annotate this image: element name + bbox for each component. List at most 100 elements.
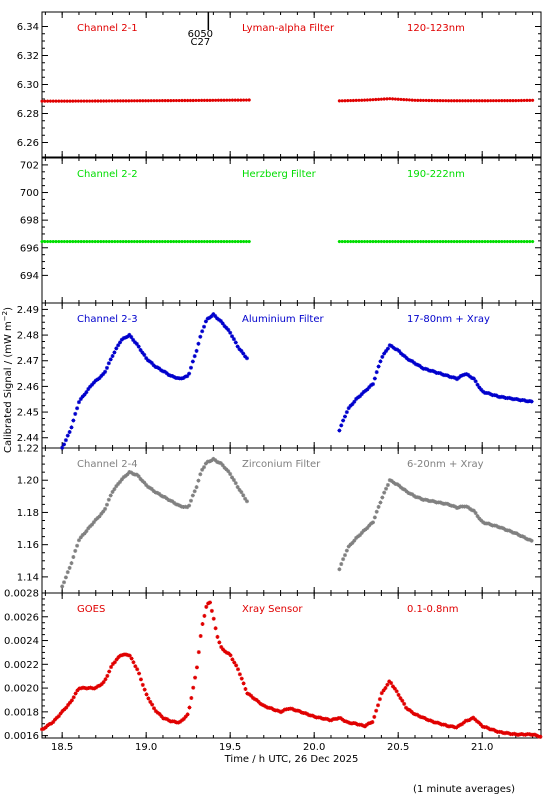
data-point xyxy=(96,239,100,244)
data-point xyxy=(497,99,501,103)
data-point xyxy=(144,356,149,361)
data-point xyxy=(58,711,63,716)
data-point xyxy=(197,239,201,244)
data-point xyxy=(116,99,120,103)
data-point xyxy=(449,99,453,103)
data-point xyxy=(69,698,74,703)
data-point xyxy=(46,99,50,103)
data-point xyxy=(211,616,216,621)
data-point xyxy=(343,239,347,244)
data-point xyxy=(391,345,396,350)
data-point xyxy=(444,99,448,103)
data-point xyxy=(106,361,111,366)
y-tick-label: 2.49 xyxy=(17,305,39,316)
data-point xyxy=(66,702,71,707)
data-point xyxy=(371,239,375,244)
data-point xyxy=(110,99,114,103)
data-point xyxy=(153,709,158,714)
data-point xyxy=(88,524,93,529)
data-point xyxy=(280,709,285,714)
data-point xyxy=(514,396,519,401)
x-tick-label: 19.0 xyxy=(135,742,157,753)
data-point xyxy=(71,99,75,103)
data-point xyxy=(382,490,387,495)
y-tick-label: 2.47 xyxy=(17,356,39,367)
data-point xyxy=(409,709,414,714)
data-point xyxy=(258,701,263,706)
data-point xyxy=(186,98,190,103)
data-point xyxy=(142,480,147,485)
data-point xyxy=(101,680,106,685)
data-point xyxy=(208,239,212,244)
data-point xyxy=(237,347,242,352)
data-point xyxy=(160,99,165,103)
data-point xyxy=(396,97,400,101)
data-point xyxy=(454,725,459,730)
data-point xyxy=(241,351,246,356)
data-point xyxy=(318,715,323,720)
data-point xyxy=(146,696,151,701)
data-point xyxy=(325,717,330,722)
data-point xyxy=(399,97,403,102)
data-point xyxy=(449,239,453,244)
data-point xyxy=(388,97,392,101)
data-point xyxy=(180,718,185,723)
data-point xyxy=(216,98,221,102)
data-point xyxy=(125,334,130,339)
data-point xyxy=(339,423,344,428)
data-point xyxy=(404,356,409,361)
data-point xyxy=(481,520,486,525)
data-point xyxy=(348,98,353,103)
data-point xyxy=(85,99,89,103)
data-point xyxy=(192,354,197,359)
data-point xyxy=(393,97,397,101)
data-point xyxy=(244,239,249,244)
data-point xyxy=(391,480,396,485)
data-point xyxy=(393,239,397,244)
data-point xyxy=(177,503,182,508)
data-point xyxy=(123,473,128,478)
data-point xyxy=(99,682,104,687)
data-point xyxy=(305,711,310,716)
data-point xyxy=(469,239,473,244)
data-point xyxy=(468,374,473,379)
data-point xyxy=(357,394,362,399)
data-point xyxy=(172,375,177,380)
data-point xyxy=(432,369,437,374)
data-point xyxy=(218,461,223,466)
data-point xyxy=(218,318,223,323)
x-tick-label: 20.5 xyxy=(387,742,409,753)
y-tick-label: 0.0016 xyxy=(4,731,39,742)
data-point xyxy=(114,484,119,489)
panel-filter-label: Zirconium Filter xyxy=(242,459,321,470)
data-point xyxy=(82,239,86,244)
data-point xyxy=(377,697,382,702)
data-point xyxy=(113,99,117,103)
data-point xyxy=(231,477,236,482)
data-point xyxy=(410,98,414,102)
data-point xyxy=(176,720,181,725)
data-point xyxy=(228,239,232,244)
data-point xyxy=(131,471,136,476)
data-point xyxy=(452,239,456,244)
data-point xyxy=(116,655,121,660)
data-point xyxy=(243,354,248,359)
data-point xyxy=(519,98,523,103)
data-point xyxy=(211,312,216,317)
data-point xyxy=(404,489,409,494)
data-point xyxy=(134,341,139,346)
data-point xyxy=(477,516,482,521)
data-point xyxy=(278,710,283,715)
data-point xyxy=(225,98,229,102)
data-point xyxy=(362,724,367,729)
data-point xyxy=(202,613,207,618)
data-point xyxy=(486,99,490,103)
data-point xyxy=(413,98,417,102)
data-point xyxy=(142,687,147,692)
data-point xyxy=(90,382,95,387)
data-point xyxy=(348,239,353,244)
data-point xyxy=(527,537,532,542)
data-point xyxy=(146,239,151,244)
data-point xyxy=(381,688,386,693)
